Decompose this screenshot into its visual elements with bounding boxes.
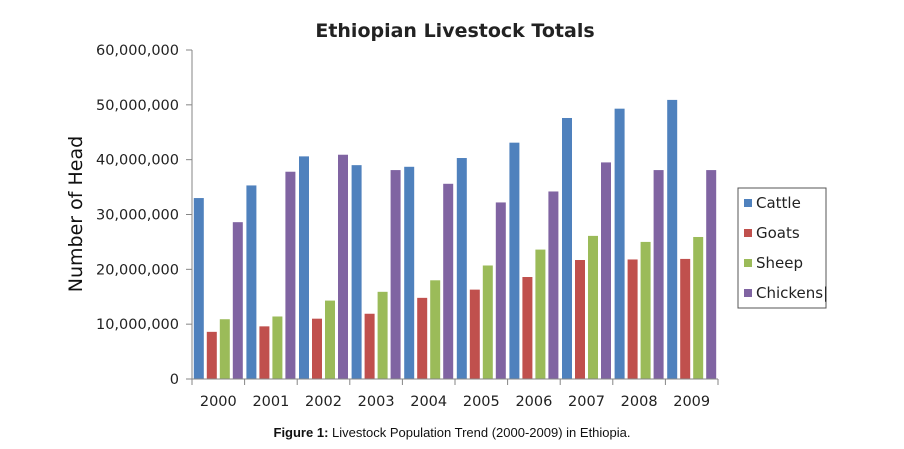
bar-chickens-2005 bbox=[495, 202, 506, 379]
bar-chickens-2006 bbox=[548, 191, 559, 379]
legend-swatch bbox=[744, 199, 752, 207]
bar-goats-2003 bbox=[364, 313, 375, 379]
legend-label: Cattle bbox=[756, 194, 801, 212]
chart: Ethiopian Livestock Totals Number of Hea… bbox=[65, 20, 828, 410]
y-tick-label: 50,000,000 bbox=[96, 98, 179, 114]
x-tick-label: 2007 bbox=[568, 394, 605, 410]
bar-chickens-2008 bbox=[653, 170, 664, 379]
legend-box bbox=[737, 187, 827, 309]
y-tick-label: 0 bbox=[170, 372, 179, 388]
legend-label: Goats bbox=[756, 224, 800, 242]
bar-chickens-2002 bbox=[338, 154, 348, 379]
bar-goats-2007 bbox=[575, 260, 585, 379]
bar-sheep-2006 bbox=[535, 249, 546, 379]
bar-sheep-2007 bbox=[588, 235, 598, 379]
bar-chickens-2001 bbox=[285, 171, 296, 379]
bar-goats-2008 bbox=[627, 259, 638, 379]
bar-sheep-2001 bbox=[272, 316, 283, 379]
bar-cattle-2001 bbox=[246, 185, 257, 379]
y-tick-label: 10,000,000 bbox=[96, 317, 179, 333]
legend-swatch bbox=[744, 229, 752, 237]
bar-goats-2004 bbox=[417, 297, 428, 379]
bar-goats-2002 bbox=[312, 318, 322, 379]
bar-chickens-2009 bbox=[706, 170, 717, 379]
bar-chickens-2003 bbox=[390, 170, 401, 379]
bar-sheep-2002 bbox=[325, 300, 335, 379]
bar-sheep-2004 bbox=[430, 280, 441, 379]
bars bbox=[193, 99, 717, 380]
x-tick-label: 2001 bbox=[252, 394, 289, 410]
bar-cattle-2003 bbox=[351, 165, 362, 379]
figure-caption: Figure 1: Livestock Population Trend (20… bbox=[0, 425, 904, 440]
chart-title: Ethiopian Livestock Totals bbox=[315, 20, 594, 42]
bar-cattle-2004 bbox=[404, 166, 415, 379]
bar-chickens-2000 bbox=[232, 222, 243, 379]
legend-label: Sheep bbox=[756, 254, 803, 272]
bar-cattle-2000 bbox=[193, 198, 204, 379]
bar-cattle-2007 bbox=[562, 117, 572, 379]
x-tick-label: 2009 bbox=[673, 394, 710, 410]
legend-swatch bbox=[744, 289, 752, 297]
x-tick-label: 2006 bbox=[515, 394, 552, 410]
x-tick-label: 2002 bbox=[305, 394, 342, 410]
bar-cattle-2002 bbox=[299, 156, 309, 379]
bar-goats-2000 bbox=[206, 331, 217, 379]
x-tick-label: 2000 bbox=[200, 394, 237, 410]
bar-sheep-2008 bbox=[640, 241, 651, 379]
x-tick-label: 2004 bbox=[410, 394, 447, 410]
legend: Cattle Goats Sheep Chickens| bbox=[737, 187, 828, 309]
x-tick-label: 2003 bbox=[358, 394, 395, 410]
bar-cattle-2008 bbox=[614, 108, 625, 380]
bar-goats-2006 bbox=[522, 277, 533, 379]
y-tick-label: 20,000,000 bbox=[96, 262, 179, 278]
bar-chickens-2007 bbox=[601, 162, 611, 379]
caption-text: Livestock Population Trend (2000-2009) i… bbox=[328, 425, 631, 440]
bar-cattle-2005 bbox=[456, 158, 467, 379]
bar-goats-2001 bbox=[259, 326, 270, 379]
bar-sheep-2005 bbox=[482, 265, 493, 379]
x-axis-ticks: 2000 2001 2002 2003 2004 2005 2006 2007 2008 2009 bbox=[191, 379, 719, 410]
bar-cattle-2009 bbox=[667, 99, 678, 380]
y-tick-label: 40,000,000 bbox=[96, 153, 179, 169]
bar-sheep-2003 bbox=[377, 291, 388, 379]
legend-swatch bbox=[744, 259, 752, 267]
bar-goats-2005 bbox=[469, 289, 480, 379]
bar-sheep-2009 bbox=[693, 236, 704, 379]
legend-label: Chickens| bbox=[756, 284, 828, 302]
bar-cattle-2006 bbox=[509, 142, 520, 379]
y-axis-ticks: 0 10,000,000 20,000,000 30,000,000 40,000,00… bbox=[96, 43, 192, 388]
x-tick-label: 2008 bbox=[621, 394, 658, 410]
y-axis-label: Number of Head bbox=[65, 136, 87, 292]
y-tick-label: 60,000,000 bbox=[96, 43, 179, 59]
bar-goats-2009 bbox=[680, 258, 691, 379]
bar-sheep-2000 bbox=[219, 319, 230, 379]
bar-chickens-2004 bbox=[443, 183, 454, 379]
caption-label: Figure 1: bbox=[273, 425, 329, 440]
x-tick-label: 2005 bbox=[463, 394, 500, 410]
axes bbox=[191, 50, 718, 380]
y-tick-label: 30,000,000 bbox=[96, 208, 179, 224]
